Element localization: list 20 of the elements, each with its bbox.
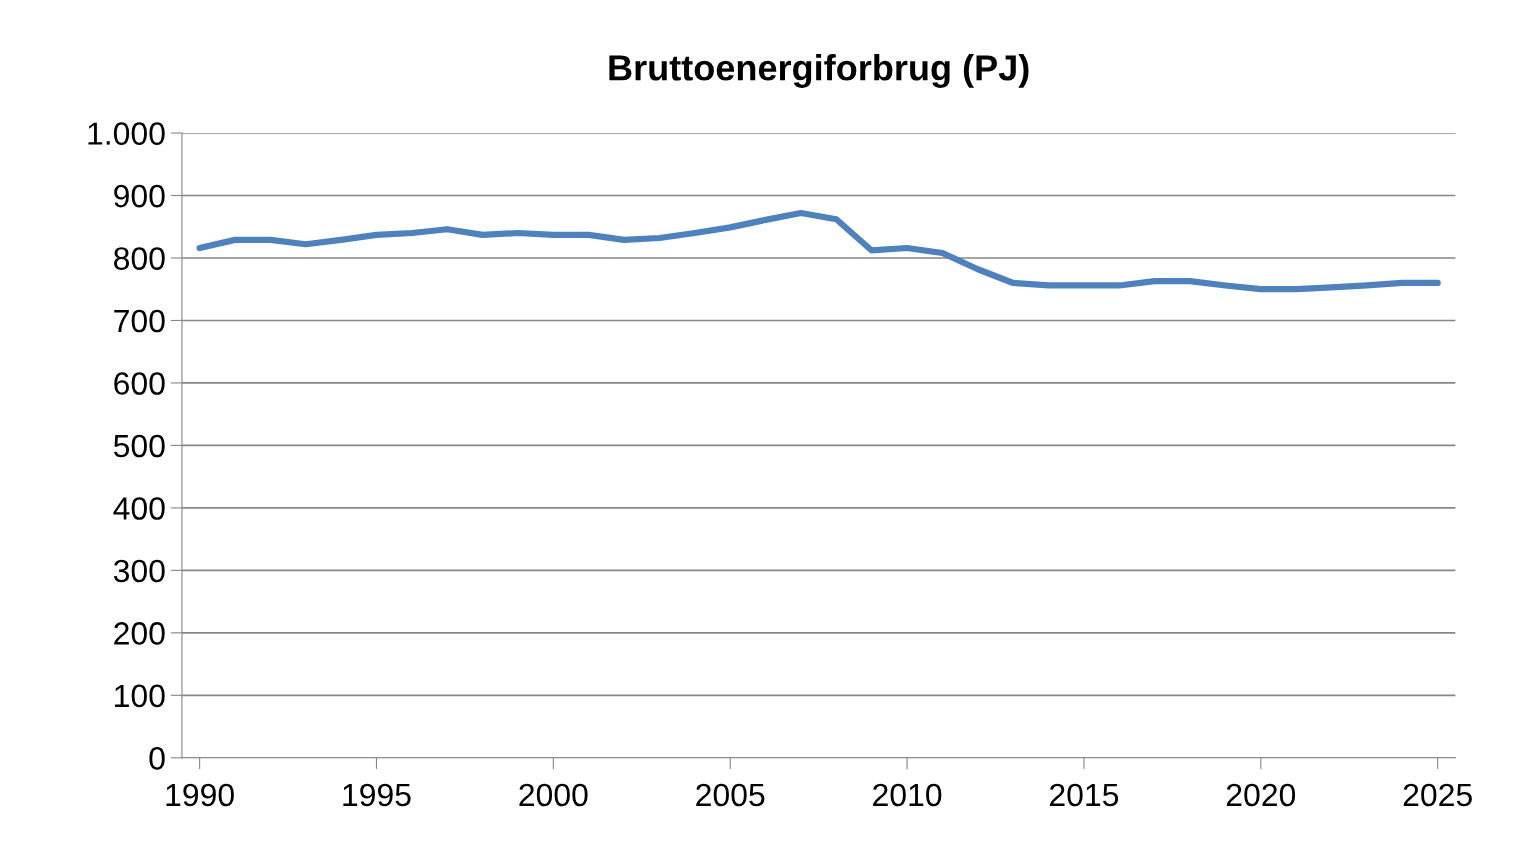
y-tick-label: 900 (114, 184, 165, 208)
y-tick-label: 800 (114, 247, 165, 270)
y-tick-label: 200 (114, 622, 165, 645)
x-tick-label: 2005 (696, 783, 765, 807)
x-tick-label: 2025 (1403, 783, 1472, 807)
y-tick-label: 100 (115, 684, 165, 708)
y-tick-label: 0 (149, 747, 165, 770)
y-tick-label: 700 (114, 309, 165, 333)
x-tick-label: 2015 (1050, 783, 1119, 807)
y-tick-label: 600 (114, 372, 165, 395)
chart-title: Bruttoenergiforbrug (PJ) (609, 54, 1029, 88)
x-tick-label: 2010 (873, 783, 942, 807)
y-tick-label: 500 (113, 434, 165, 458)
y-tick-label: 400 (113, 497, 165, 520)
x-tick-label: 2020 (1226, 783, 1296, 807)
x-tick-label: 1995 (343, 783, 411, 807)
x-tick-label: 2000 (519, 783, 588, 807)
y-tick-label: 300 (113, 559, 165, 583)
x-tick-label: 1990 (166, 783, 234, 807)
y-tick-label: 1.000 (88, 122, 165, 145)
